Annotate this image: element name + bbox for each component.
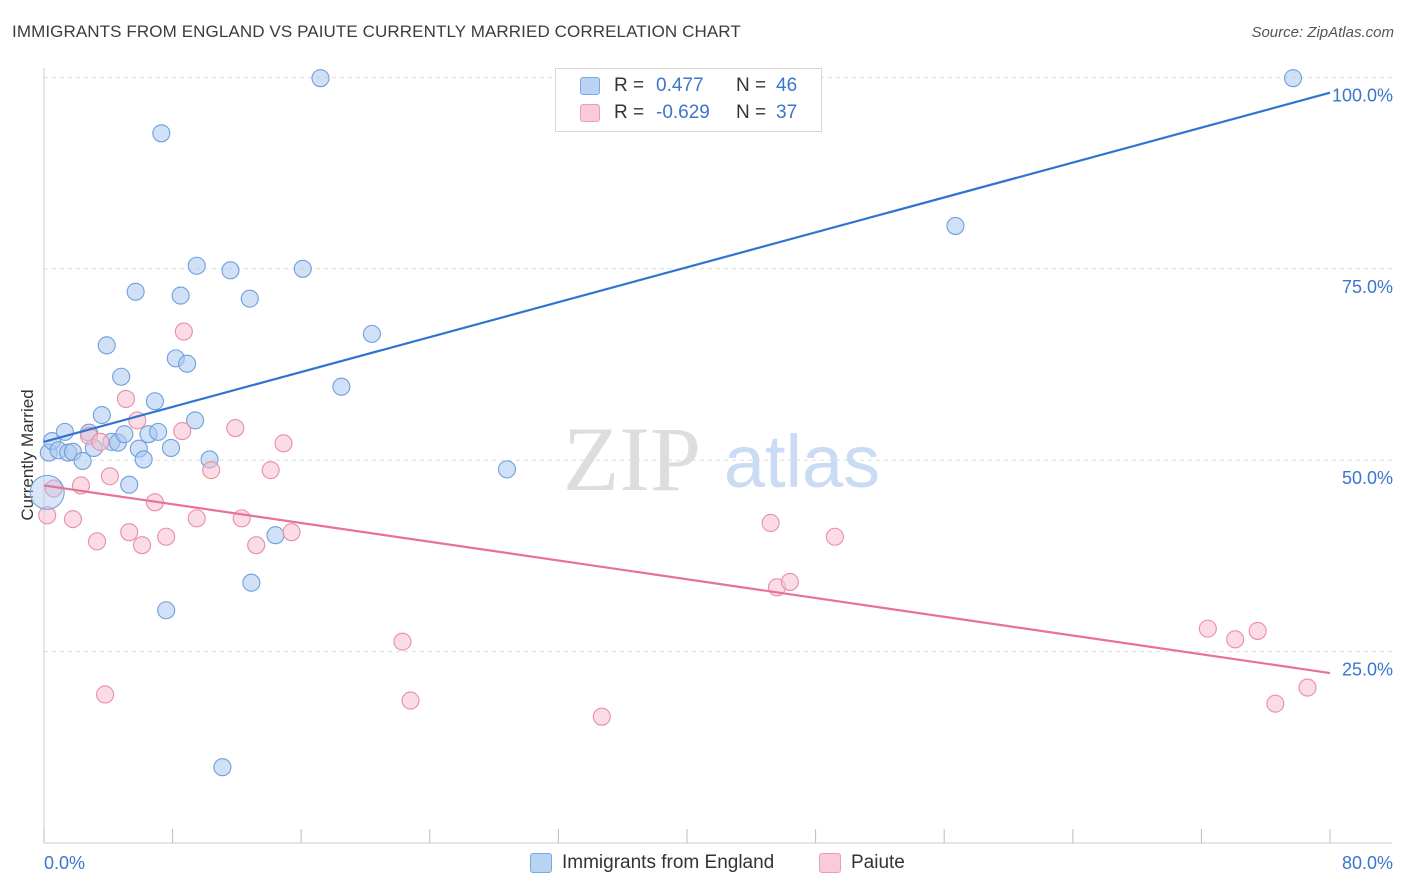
- england-point: [112, 367, 131, 386]
- paiute-point: [1198, 619, 1217, 638]
- england-point: [178, 354, 197, 373]
- paiute-point: [592, 707, 611, 726]
- england-point: [497, 460, 517, 479]
- england-point: [161, 438, 181, 458]
- legend-row-england: R = 0.477 N = 46: [580, 73, 797, 99]
- y-tick-label: 25.0%: [1342, 660, 1393, 680]
- england-point: [126, 282, 145, 301]
- paiute-point: [274, 434, 293, 453]
- england-point: [266, 526, 285, 545]
- paiute-point: [226, 418, 245, 438]
- legend-item-england[interactable]: Immigrants from England: [530, 852, 774, 874]
- paiute-point: [174, 322, 193, 341]
- paiute-point: [393, 632, 412, 651]
- england-point: [120, 475, 139, 494]
- england-point: [97, 336, 116, 355]
- england-point: [145, 392, 164, 411]
- x-tick-label-min: 0.0%: [44, 853, 85, 873]
- r-label: R =: [614, 102, 645, 123]
- england-point: [186, 411, 205, 430]
- england-trend-line: [43, 91, 1331, 443]
- england-point: [240, 289, 259, 308]
- stats-legend: R = 0.477 N = 46 R = -0.629 N = 37: [555, 68, 822, 132]
- legend-item-paiute[interactable]: Paiute: [819, 852, 905, 874]
- paiute-point: [173, 422, 192, 441]
- england-point: [115, 425, 134, 444]
- paiute-point: [780, 572, 799, 591]
- paiute-point: [247, 536, 266, 555]
- data-points: [29, 69, 1317, 777]
- watermark-zip: ZIP: [563, 408, 701, 510]
- england-point: [134, 450, 153, 469]
- england-cluster-point: [29, 474, 65, 510]
- paiute-point: [1226, 630, 1245, 649]
- england-point: [92, 405, 111, 425]
- paiute-point: [38, 506, 57, 525]
- paiute-point: [401, 691, 420, 710]
- paiute-point: [87, 532, 107, 551]
- y-tick-label: 100.0%: [1332, 85, 1393, 105]
- england-point: [73, 451, 92, 471]
- gridlines: [44, 76, 1392, 653]
- england-swatch: [580, 77, 600, 95]
- england-point: [149, 422, 168, 441]
- axes: [43, 68, 1392, 844]
- england-point: [311, 69, 330, 88]
- paiute-point: [1298, 678, 1317, 697]
- paiute-point: [282, 523, 301, 542]
- england-point: [242, 573, 261, 592]
- england-point: [1283, 69, 1303, 88]
- paiute-point: [100, 467, 119, 486]
- england-point: [221, 261, 240, 280]
- legend-label-paiute: Paiute: [851, 852, 905, 873]
- r-label: R =: [614, 75, 645, 96]
- paiute-point: [133, 536, 152, 555]
- series-legend: Immigrants from England Paiute: [0, 852, 1406, 878]
- paiute-trend-line: [43, 484, 1331, 675]
- tick-labels: 25.0% 50.0% 75.0% 100.0% 0.0% 80.0%: [44, 85, 1393, 873]
- england-point: [213, 758, 232, 777]
- england-point: [946, 216, 965, 235]
- n-label: N =: [736, 75, 767, 96]
- n-value: 46: [776, 75, 798, 96]
- y-tick-label: 75.0%: [1342, 277, 1393, 297]
- england-point: [171, 286, 190, 305]
- paiute-point: [202, 461, 221, 480]
- paiute-point: [120, 523, 139, 542]
- paiute-swatch: [580, 104, 600, 122]
- legend-label-england: Immigrants from England: [562, 852, 775, 873]
- y-tick-label: 50.0%: [1342, 468, 1393, 488]
- r-value: 0.477: [656, 75, 704, 96]
- legend-row-paiute: R = -0.629 N = 37: [580, 100, 797, 126]
- paiute-point: [63, 510, 82, 529]
- england-point: [332, 377, 351, 396]
- paiute-legend-swatch: [819, 853, 841, 873]
- paiute-point: [187, 509, 206, 528]
- paiute-point: [96, 685, 115, 704]
- paiute-point: [116, 389, 136, 409]
- england-point: [362, 324, 381, 343]
- england-point: [157, 601, 176, 620]
- paiute-point: [825, 527, 844, 546]
- n-value: 37: [776, 102, 798, 123]
- england-point: [293, 259, 312, 278]
- x-tick-label-max: 80.0%: [1342, 853, 1393, 873]
- paiute-point: [91, 432, 110, 451]
- england-point: [152, 124, 171, 143]
- r-value: -0.629: [656, 102, 710, 123]
- watermark-atlas: atlas: [724, 420, 880, 503]
- source-credit[interactable]: Source: ZipAtlas.com: [1251, 24, 1394, 41]
- n-label: N =: [736, 102, 767, 123]
- paiute-point: [157, 527, 176, 546]
- paiute-point: [261, 461, 280, 480]
- chart-title: IMMIGRANTS FROM ENGLAND VS PAIUTE CURREN…: [12, 22, 741, 41]
- paiute-point: [761, 513, 780, 533]
- paiute-point: [1248, 621, 1267, 640]
- watermark: ZIP atlas: [563, 408, 880, 510]
- england-point: [187, 256, 206, 275]
- trend-lines: [43, 91, 1331, 675]
- paiute-point: [1266, 694, 1285, 713]
- england-legend-swatch: [530, 853, 552, 873]
